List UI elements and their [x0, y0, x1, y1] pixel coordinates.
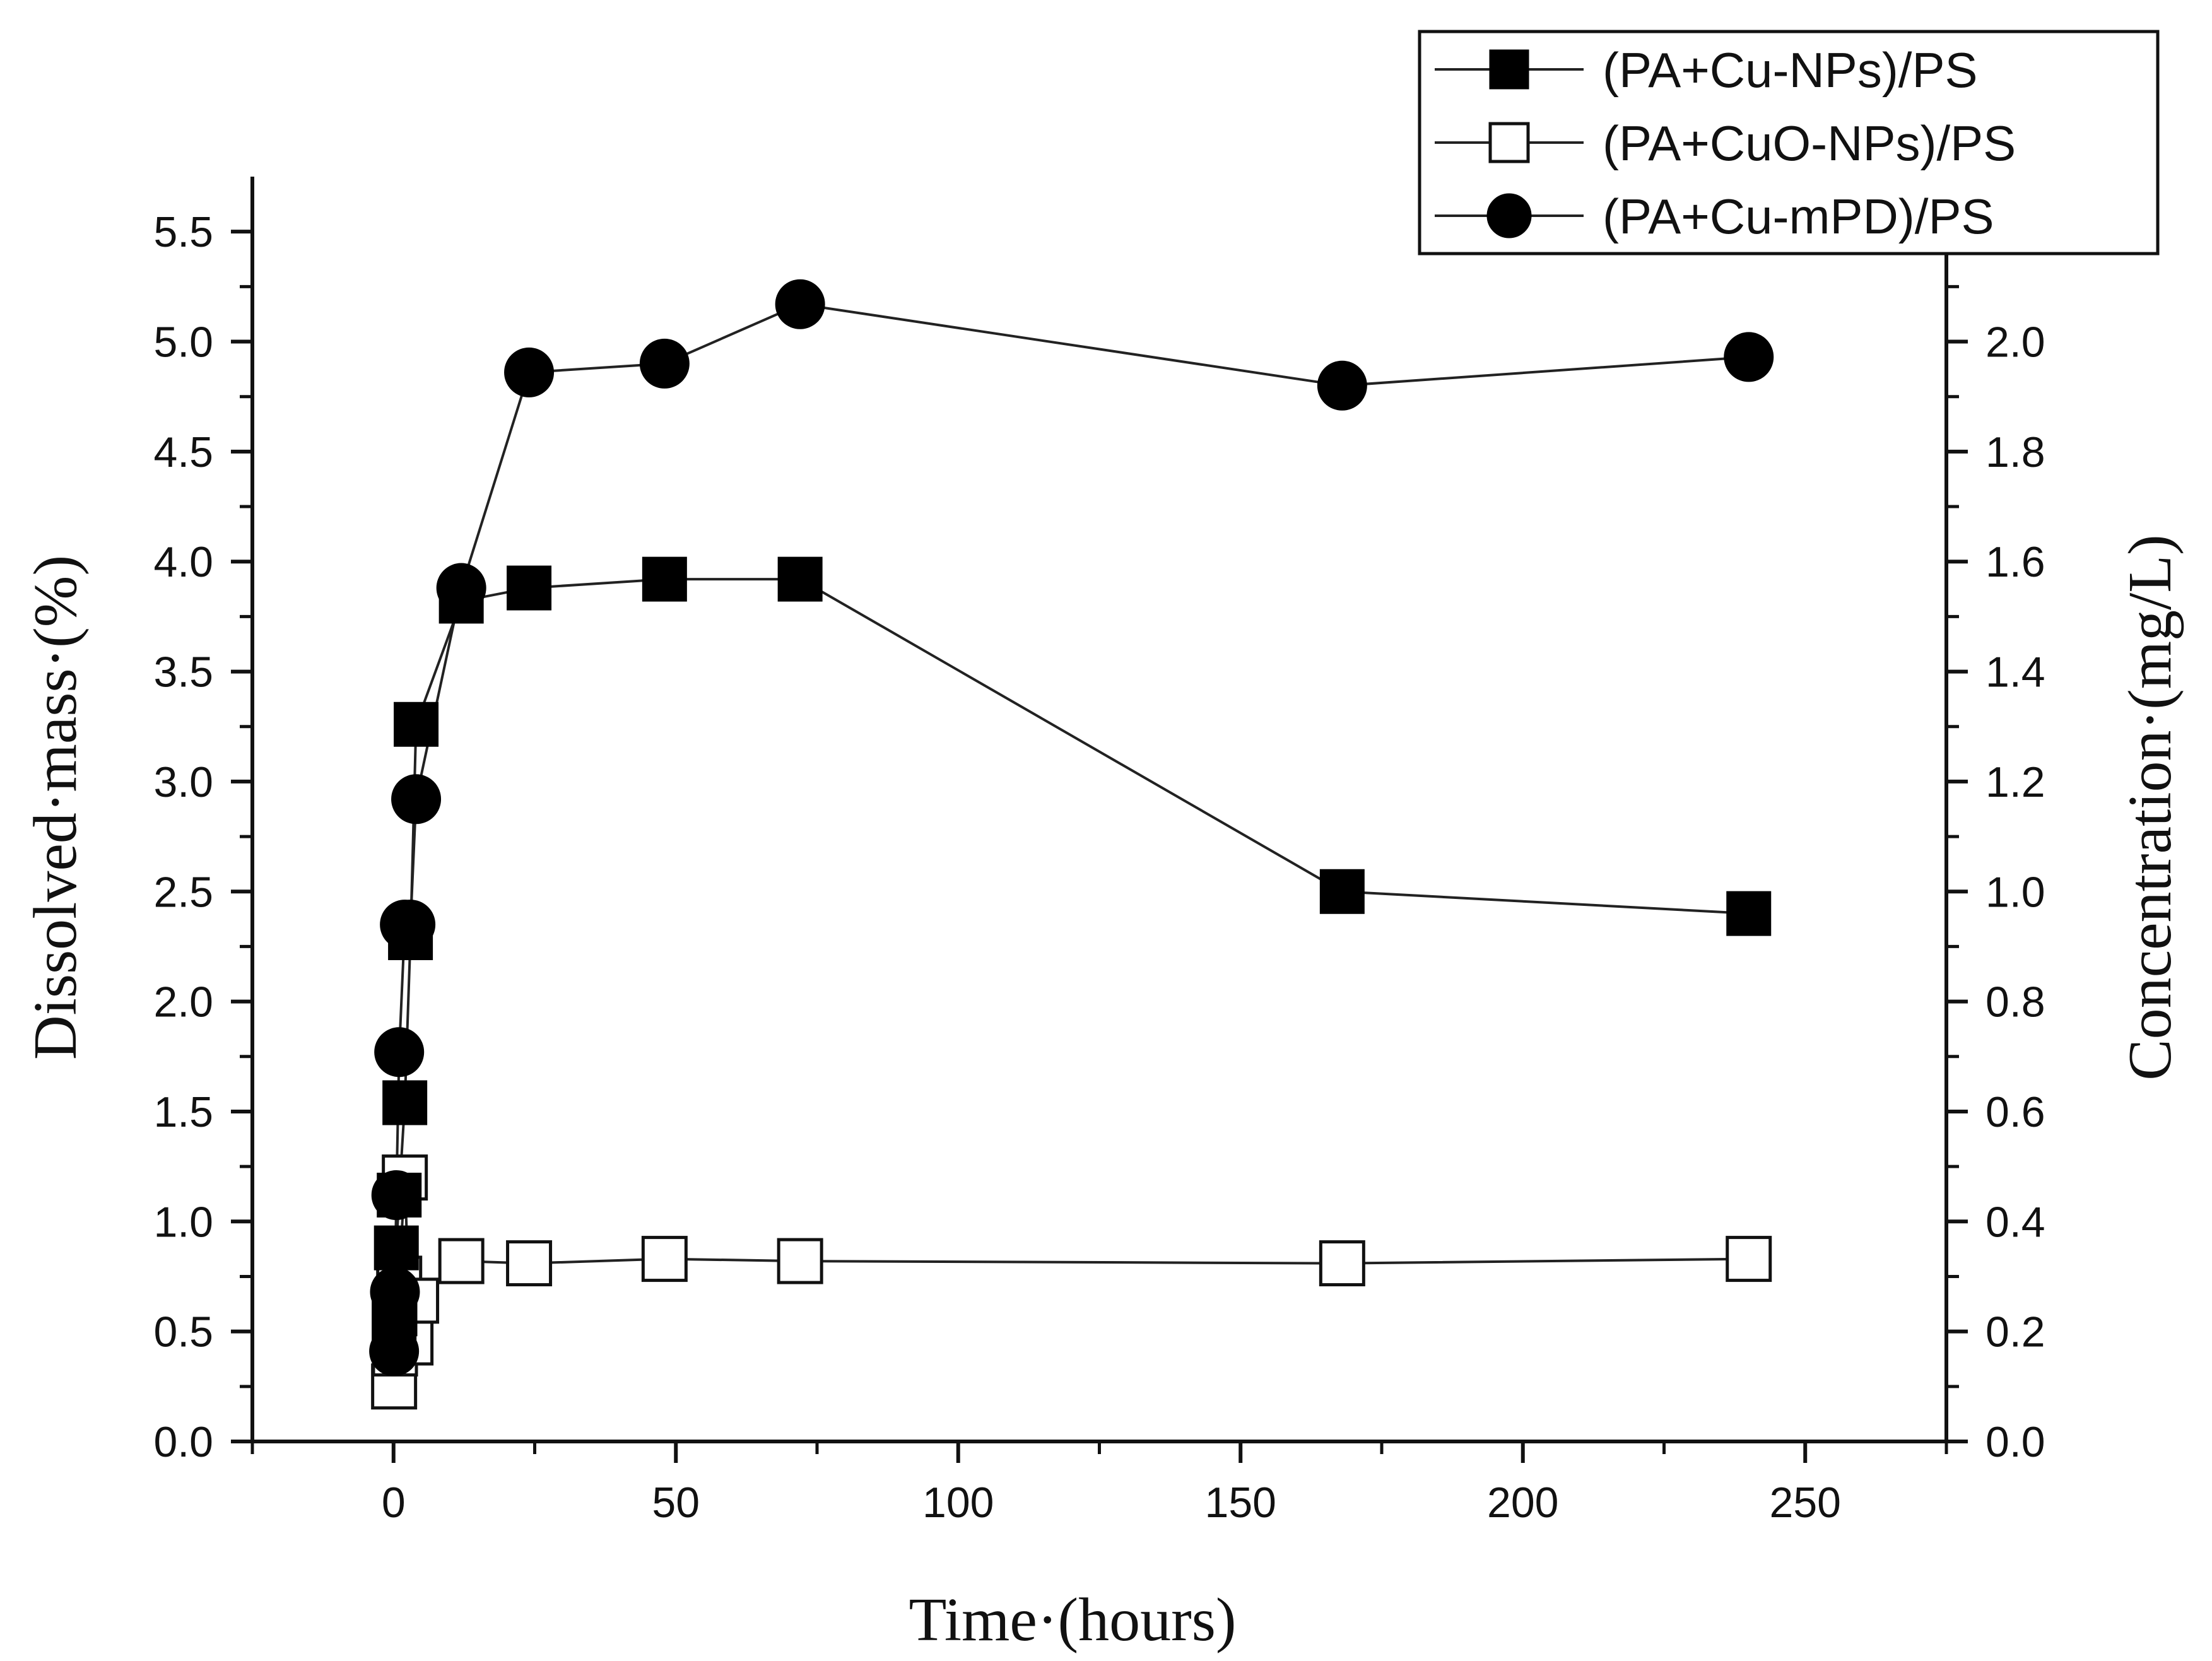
data-point [385, 900, 436, 950]
data-point [438, 1238, 485, 1284]
data-point [1319, 1240, 1365, 1287]
y2-tick-label: 0.0 [1986, 1418, 2045, 1466]
series-line [392, 303, 1749, 1352]
y-tick-label: 5.0 [153, 319, 213, 367]
y-tick-label: 0.5 [153, 1308, 213, 1356]
legend: (PA+Cu-NPs)/PS (PA+CuO-NPs)/PS (PA+Cu-mPD)… [1418, 30, 2160, 255]
y-tick-label: 3.5 [153, 649, 213, 696]
axes-group: 0 50 100 150 200 250 0.0 0.5 1.0 1.5 2.0 2.5 3.0 3.5 4… [153, 177, 2045, 1527]
data-point [374, 1225, 419, 1271]
data-point [391, 774, 442, 825]
data-point [369, 1326, 420, 1376]
data-point [506, 1240, 553, 1287]
data-point [436, 563, 486, 613]
data-point [1726, 891, 1772, 936]
y2-tick-label: 2.0 [1986, 319, 2045, 367]
series-line [392, 578, 1749, 1319]
y-tick-label: 3.0 [153, 758, 213, 806]
x-tick-label: 150 [1205, 1479, 1276, 1527]
data-point [642, 556, 687, 602]
y2-tick-label: 0.2 [1986, 1308, 2045, 1356]
y2-tick-label: 1.2 [1986, 758, 2045, 806]
legend-label: (PA+Cu-NPs)/PS [1603, 42, 1978, 98]
y2-tick-label: 0.8 [1986, 978, 2045, 1026]
y-tick-label: 0.0 [153, 1418, 213, 1466]
y-tick-label: 1.5 [153, 1088, 213, 1136]
data-point [504, 347, 555, 397]
legend-label: (PA+CuO-NPs)/PS [1603, 115, 2016, 171]
data-point [507, 565, 552, 611]
data-point [1317, 360, 1367, 411]
y-tick-label: 1.0 [153, 1198, 213, 1246]
data-point [371, 1170, 421, 1220]
data-point [382, 1080, 428, 1125]
x-axis-title: Time·(hours) [909, 1586, 1236, 1654]
y-tick-label: 2.0 [153, 978, 213, 1026]
x-tick-label: 250 [1770, 1479, 1841, 1527]
y2-axis-title: Concentration·(mg/L) [2116, 534, 2184, 1080]
markers-group [369, 279, 1774, 1410]
x-tick-label: 100 [922, 1479, 994, 1527]
data-point [641, 1236, 688, 1282]
data-point [394, 701, 439, 747]
data-point [639, 338, 690, 389]
series-line [392, 1177, 1749, 1387]
data-point [777, 556, 823, 602]
data-point [775, 279, 825, 329]
data-point [374, 1027, 425, 1077]
y2-tick-label: 1.8 [1986, 428, 2045, 476]
y-tick-label: 4.5 [153, 428, 213, 476]
data-point [1724, 332, 1774, 382]
y2-tick-label: 0.6 [1986, 1088, 2045, 1136]
data-point [1726, 1236, 1772, 1282]
data-point [777, 1238, 823, 1284]
data-point [370, 1267, 420, 1317]
series-group [392, 303, 1749, 1387]
x-tick-label: 50 [652, 1479, 700, 1527]
y2-tick-label: 1.0 [1986, 868, 2045, 916]
legend-marker [1489, 49, 1529, 90]
legend-marker [1486, 193, 1532, 238]
legend-label: (PA+Cu-mPD)/PS [1603, 189, 1994, 244]
x-tick-label: 0 [382, 1479, 406, 1527]
y-tick-label: 5.5 [153, 208, 213, 256]
y-axis-title: Dissolved·mass·(%) [21, 555, 90, 1060]
y-tick-label: 4.0 [153, 538, 213, 586]
x-tick-label: 200 [1487, 1479, 1558, 1527]
data-point [1319, 869, 1365, 914]
legend-marker [1488, 122, 1530, 163]
y2-tick-label: 1.6 [1986, 538, 2045, 586]
y2-tick-label: 0.4 [1986, 1198, 2045, 1246]
y-tick-label: 2.5 [153, 868, 213, 916]
y2-tick-label: 1.4 [1986, 649, 2045, 696]
